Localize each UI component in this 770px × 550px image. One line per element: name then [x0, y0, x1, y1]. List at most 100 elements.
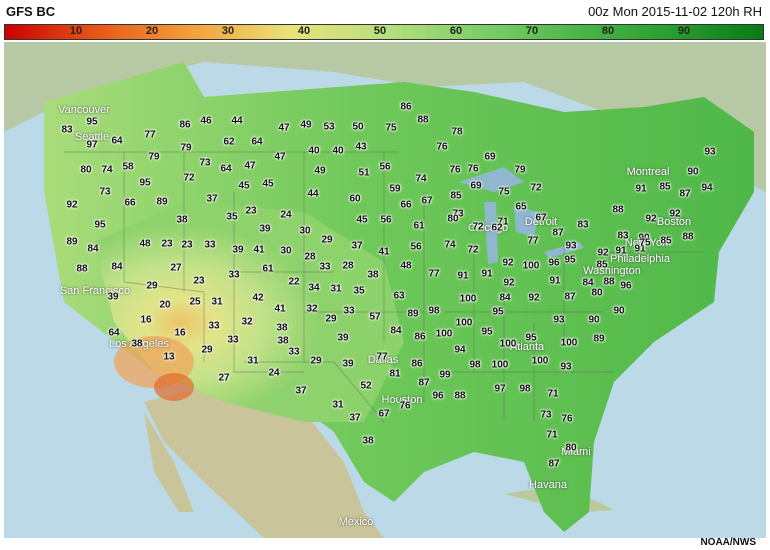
rh-value: 48 [400, 260, 412, 272]
rh-value: 69 [470, 180, 482, 192]
rh-value: 92 [502, 257, 514, 269]
rh-value: 61 [413, 220, 425, 232]
rh-value: 72 [472, 221, 484, 233]
rh-value: 23 [193, 275, 205, 287]
rh-value: 90 [588, 314, 600, 326]
rh-value: 80 [447, 213, 459, 225]
rh-value: 57 [369, 311, 381, 323]
color-scale-bar [4, 24, 764, 40]
rh-value: 90 [687, 166, 699, 178]
rh-value: 31 [330, 283, 342, 295]
city-label: Montreal [626, 166, 670, 178]
rh-value: 72 [183, 172, 195, 184]
rh-value: 39 [337, 332, 349, 344]
map-canvas[interactable]: Vancouver Seattle San Francisco Los Angeles… [4, 42, 766, 538]
rh-value: 49 [300, 119, 312, 131]
map-background [4, 42, 766, 538]
lake-michigan [484, 202, 498, 264]
rh-value: 45 [262, 178, 274, 190]
rh-value: 90 [638, 232, 650, 244]
rh-value: 23 [181, 239, 193, 251]
rh-value: 53 [323, 121, 335, 133]
rh-value: 75 [639, 237, 651, 249]
rh-value: 98 [428, 305, 440, 317]
rh-value: 95 [86, 116, 98, 128]
rh-value: 42 [252, 292, 264, 304]
rh-value: 96 [432, 390, 444, 402]
rh-value: 84 [111, 261, 123, 273]
rh-value: 27 [170, 262, 182, 274]
rh-value: 41 [378, 246, 390, 258]
rh-value: 83 [617, 230, 629, 242]
rh-value: 85 [660, 235, 672, 247]
scale-tick-label: 50 [373, 25, 387, 37]
rh-value: 64 [108, 327, 120, 339]
rh-value: 84 [87, 243, 99, 255]
rh-value: 100 [435, 328, 453, 340]
rh-value: 30 [280, 245, 292, 257]
rh-value: 39 [259, 223, 271, 235]
baja-land [144, 412, 194, 512]
rh-value: 88 [603, 276, 615, 288]
rh-value: 94 [454, 344, 466, 356]
rh-value: 89 [407, 308, 419, 320]
scale-tick-label: 40 [297, 25, 311, 37]
rh-value: 95 [525, 332, 537, 344]
run-info: 00z Mon 2015-11-02 120h RH [588, 4, 762, 19]
rh-value: 61 [262, 263, 274, 275]
rh-value: 92 [528, 292, 540, 304]
rh-value: 74 [101, 164, 113, 176]
rh-value: 96 [620, 280, 632, 292]
rh-value: 91 [634, 243, 646, 255]
rh-value: 20 [159, 299, 171, 311]
rh-value: 92 [669, 208, 681, 220]
scale-tick-label: 90 [677, 25, 691, 37]
rh-value: 100 [491, 359, 509, 371]
model-title: GFS BC [6, 4, 56, 19]
rh-value: 88 [612, 204, 624, 216]
rh-value: 91 [481, 268, 493, 280]
rh-value: 77 [428, 268, 440, 280]
rh-value: 85 [450, 190, 462, 202]
rh-value: 95 [481, 326, 493, 338]
scale-tick-label: 70 [525, 25, 539, 37]
rh-value: 39 [107, 291, 119, 303]
rh-value: 46 [200, 115, 212, 127]
rh-value: 62 [491, 222, 503, 234]
state-borders [64, 151, 704, 423]
rh-value: 99 [439, 369, 451, 381]
rh-value: 22 [288, 276, 300, 288]
rh-value: 27 [218, 372, 230, 384]
rh-value: 33 [227, 334, 239, 346]
rh-value: 80 [80, 164, 92, 176]
rh-value: 100 [455, 317, 473, 329]
rh-value: 85 [596, 259, 608, 271]
rh-value: 72 [530, 182, 542, 194]
rh-value: 31 [332, 399, 344, 411]
rh-value: 93 [565, 240, 577, 252]
rh-value: 56 [380, 214, 392, 226]
rh-value: 64 [111, 135, 123, 147]
scale-tick-label: 10 [69, 25, 83, 37]
rh-value: 31 [247, 355, 259, 367]
rh-value: 67 [535, 212, 547, 224]
rh-value: 78 [451, 126, 463, 138]
rh-value: 40 [332, 145, 344, 157]
rh-value: 37 [295, 385, 307, 397]
rh-value: 87 [564, 291, 576, 303]
rh-value: 47 [244, 160, 256, 172]
rh-value: 16 [174, 327, 186, 339]
rh-value: 74 [444, 239, 456, 251]
rh-value: 75 [385, 122, 397, 134]
rh-value: 56 [410, 241, 422, 253]
rh-value: 28 [304, 251, 316, 263]
rh-value: 84 [582, 277, 594, 289]
rh-value: 23 [245, 205, 257, 217]
city-label: Dallas [367, 354, 399, 366]
rh-value: 86 [411, 358, 423, 370]
rh-value: 76 [449, 164, 461, 176]
rh-value: 84 [499, 292, 511, 304]
rh-value: 52 [360, 380, 372, 392]
rh-value: 13 [163, 351, 175, 363]
rh-value: 77 [376, 351, 388, 363]
